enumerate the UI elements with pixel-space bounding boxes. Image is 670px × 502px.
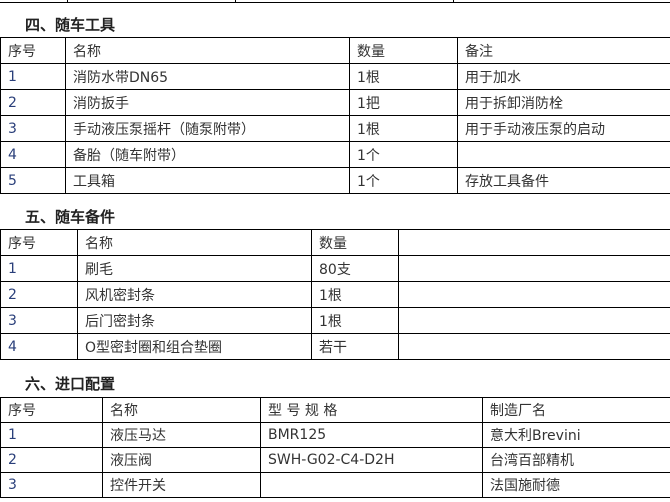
table-row: 2 液压阀 SWH-G02-C4-D2H 台湾百部精机 — [0, 447, 670, 473]
table-cell: 用于加水 — [457, 63, 670, 90]
table-cell: 消防水带DN65 — [65, 63, 350, 90]
table-cell: 数量 — [349, 37, 458, 64]
table-cell: 若干 — [311, 333, 399, 360]
table-cell: 液压阀 — [102, 447, 261, 473]
table-cell — [398, 255, 670, 282]
table-cell: 序号 — [0, 229, 78, 256]
table-cell: 3 — [0, 115, 66, 142]
table-cell: 1根 — [311, 281, 399, 308]
table-cell: 台湾百部精机 — [482, 447, 670, 473]
table-cell: O型密封圈和组合垫圈 — [77, 333, 312, 360]
table-row: 3 后门密封条 1根 — [0, 307, 670, 334]
table-row: 2 消防扳手 1把 用于拆卸消防栓 — [0, 89, 670, 116]
previous-table-divider — [67, 0, 68, 3]
previous-table-divider — [235, 0, 236, 3]
table-cell: 刷毛 — [77, 255, 312, 282]
table-cell: 存放工具备件 — [457, 167, 670, 194]
table-cell: 法国施耐德 — [482, 472, 670, 498]
table-cell: 用于手动液压泵的启动 — [457, 115, 670, 142]
table-row: 1 消防水带DN65 1根 用于加水 — [0, 63, 670, 90]
table-cell: 工具箱 — [65, 167, 350, 194]
table-header-row: 序号 名称型 号 规 格制造厂名 — [0, 397, 670, 423]
table-row: 2 风机密封条 1根 — [0, 281, 670, 308]
table-cell: 1根 — [349, 115, 458, 142]
table-cell: 名称 — [102, 397, 261, 423]
section-title-spare-parts: 五、随车备件 — [25, 208, 116, 226]
table-cell: 序号 — [0, 37, 66, 64]
table-cell: 5 — [0, 167, 66, 194]
table-cell: 4 — [0, 141, 66, 168]
table-cell: 1把 — [349, 89, 458, 116]
table-cell: 1 — [0, 422, 103, 448]
previous-table-divider — [453, 0, 454, 3]
table-cell: 手动液压泵摇杆（随泵附带） — [65, 115, 350, 142]
table-cell: 80支 — [311, 255, 399, 282]
table-cell: 2 — [0, 89, 66, 116]
table-cell: 1根 — [311, 307, 399, 334]
table-cell: 2 — [0, 281, 78, 308]
table-cell: 序号 — [0, 397, 103, 423]
table-cell: 名称 — [77, 229, 312, 256]
table-row: 1 液压马达 BMR125 意大利Brevini — [0, 422, 670, 448]
table-cell: 备注 — [457, 37, 670, 64]
table-cell: 1个 — [349, 141, 458, 168]
table-header-row: 序号 名称 数量 — [0, 229, 670, 256]
table-cell: 1根 — [349, 63, 458, 90]
section-title-imported-config: 六、进口配置 — [25, 375, 116, 393]
table-cell: 3 — [0, 472, 103, 498]
table-cell: 名称 — [65, 37, 350, 64]
table-cell: 控件开关 — [102, 472, 261, 498]
table-cell: 液压马达 — [102, 422, 261, 448]
table-cell: BMR125 — [260, 422, 483, 448]
table-cell: 1 — [0, 255, 78, 282]
table-cell — [398, 229, 670, 256]
table-cell — [457, 141, 670, 168]
table-cell: 用于拆卸消防栓 — [457, 89, 670, 116]
table-cell: 1个 — [349, 167, 458, 194]
tools-table: 序号 名称 数量 备注 1 消防水带DN65 1根 用于加水 2 消防扳手 1把 用于拆卸消防栓 3 手动… — [0, 37, 670, 194]
table-cell: 1 — [0, 63, 66, 90]
table-cell: 后门密封条 — [77, 307, 312, 334]
table-cell: 备胎（随车附带） — [65, 141, 350, 168]
table-cell: 风机密封条 — [77, 281, 312, 308]
table-header-row: 序号 名称 数量 备注 — [0, 37, 670, 64]
table-row: 5 工具箱 1个 存放工具备件 — [0, 167, 670, 194]
spare-parts-table: 序号 名称 数量 1 刷毛 80支 2 风机密封条 1根 3 后门密封条 1根 4 O型密封圈和组合垫圈若… — [0, 229, 670, 360]
table-row: 3 手动液压泵摇杆（随泵附带） 1根 用于手动液压泵的启动 — [0, 115, 670, 142]
table-cell — [260, 472, 483, 498]
table-row: 4 O型密封圈和组合垫圈 若干 — [0, 333, 670, 360]
table-cell: SWH-G02-C4-D2H — [260, 447, 483, 473]
table-cell: 消防扳手 — [65, 89, 350, 116]
table-row: 4 备胎（随车附带） 1个 — [0, 141, 670, 168]
table-cell: 2 — [0, 447, 103, 473]
table-cell — [398, 333, 670, 360]
table-cell: 4 — [0, 333, 78, 360]
table-cell: 制造厂名 — [482, 397, 670, 423]
table-cell: 型 号 规 格 — [260, 397, 483, 423]
previous-table-bottom-border — [0, 0, 670, 3]
table-cell — [398, 281, 670, 308]
imported-config-table: 序号 名称型 号 规 格制造厂名 1 液压马达 BMR125 意大利Brevini 2 液压阀… — [0, 397, 670, 498]
table-cell: 3 — [0, 307, 78, 334]
section-title-tools: 四、随车工具 — [25, 16, 116, 34]
table-cell: 意大利Brevini — [482, 422, 670, 448]
table-cell: 数量 — [311, 229, 399, 256]
table-row: 1 刷毛 80支 — [0, 255, 670, 282]
table-cell — [398, 307, 670, 334]
table-row: 3 控件开关 法国施耐德 — [0, 472, 670, 498]
